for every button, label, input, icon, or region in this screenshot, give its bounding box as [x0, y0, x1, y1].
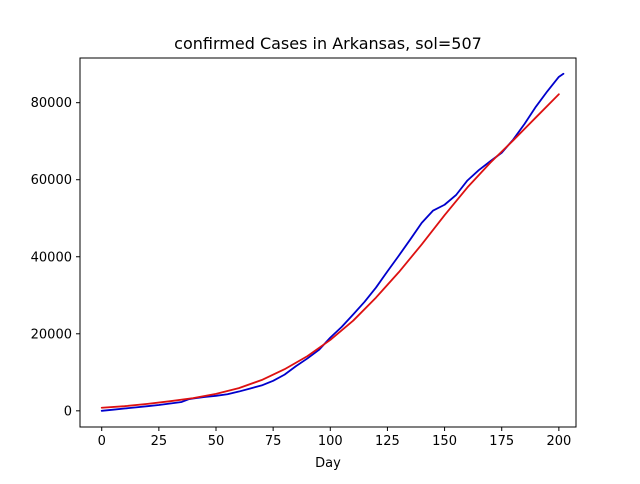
- y-axis-ticks: 0 20000 40000 60000 80000: [31, 96, 80, 419]
- y-tick-label: 60000: [31, 173, 72, 188]
- plot-area-frame: [79, 57, 577, 428]
- x-tick-label: 50: [208, 434, 225, 449]
- x-tick-label: 200: [546, 434, 571, 449]
- x-axis-label: Day: [315, 456, 341, 471]
- series-line-2: [100, 93, 560, 409]
- y-tick-label: 0: [64, 404, 72, 419]
- y-tick-label: 80000: [31, 96, 72, 111]
- x-tick-label: 75: [265, 434, 282, 449]
- series-line-1: [100, 72, 565, 412]
- x-axis-ticks: 0 25 50 75 100 125 150 175 200: [98, 427, 571, 449]
- x-tick-label: 25: [151, 434, 168, 449]
- y-tick-label: 40000: [31, 250, 72, 265]
- x-tick-label: 100: [318, 434, 343, 449]
- x-tick-label: 150: [432, 434, 457, 449]
- chart-title: confirmed Cases in Arkansas, sol=507: [174, 34, 482, 53]
- x-tick-label: 125: [375, 434, 400, 449]
- y-tick-label: 20000: [31, 327, 72, 342]
- x-tick-label: 175: [489, 434, 514, 449]
- series-layer: [100, 72, 565, 412]
- x-tick-label: 0: [98, 434, 106, 449]
